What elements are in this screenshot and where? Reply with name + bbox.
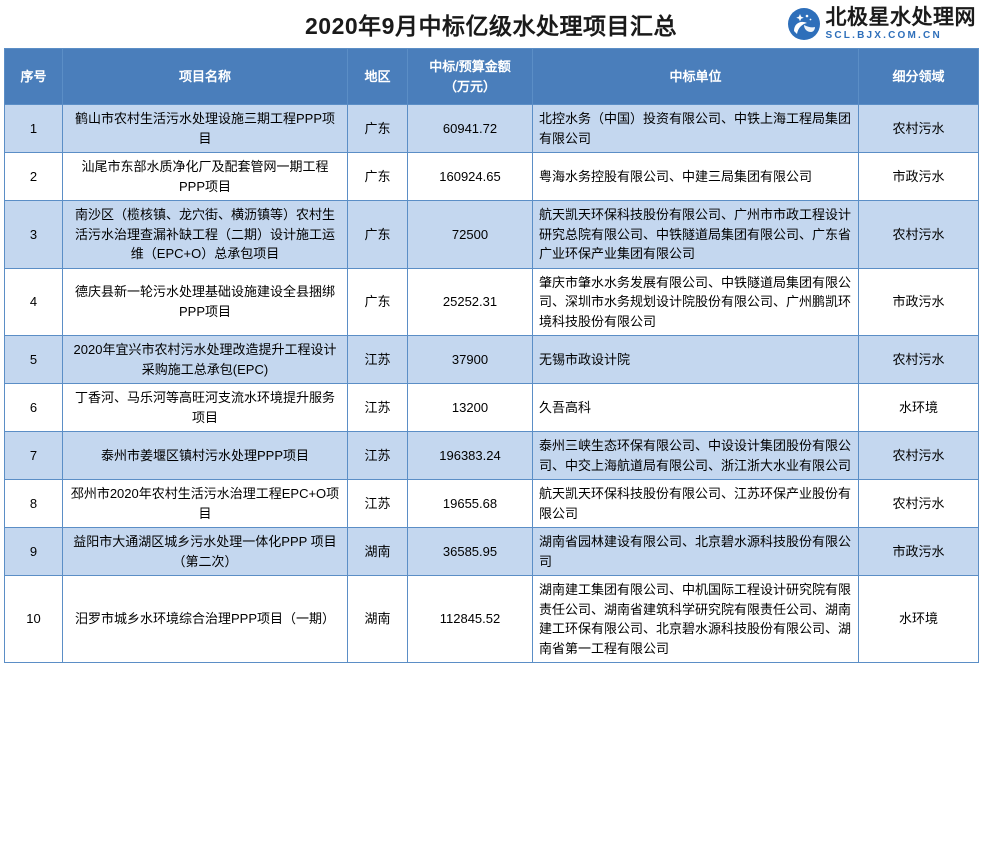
column-header-winner: 中标单位: [532, 48, 859, 105]
cell-field: 水环境: [858, 383, 979, 432]
column-header-amount: 中标/预算金额 （万元）: [407, 48, 533, 105]
cell-region: 江苏: [347, 335, 408, 384]
cell-field: 市政污水: [858, 267, 979, 336]
cell-region: 湖南: [347, 527, 408, 576]
cell-amount: 37900: [407, 335, 533, 384]
cell-field: 市政污水: [858, 527, 979, 576]
cell-project-name: 鹤山市农村生活污水处理设施三期工程PPP项目: [62, 104, 348, 153]
cell-index: 8: [4, 479, 63, 528]
cell-index: 10: [4, 575, 63, 663]
table-row: 5 2020年宜兴市农村污水处理改造提升工程设计采购施工总承包(EPC) 江苏 379…: [4, 335, 979, 384]
cell-field: 市政污水: [858, 152, 979, 201]
cell-winner: 湖南建工集团有限公司、中机国际工程设计研究院有限责任公司、湖南省建筑科学研究院有…: [532, 575, 859, 663]
cell-project-name: 益阳市大通湖区城乡污水处理一体化PPP 项目（第二次）: [62, 527, 348, 576]
cell-index: 5: [4, 335, 63, 384]
cell-project-name: 汨罗市城乡水环境综合治理PPP项目（一期）: [62, 575, 348, 663]
cell-amount: 36585.95: [407, 527, 533, 576]
cell-winner: 北控水务（中国）投资有限公司、中铁上海工程局集团有限公司: [532, 104, 859, 153]
cell-field: 农村污水: [858, 104, 979, 153]
projects-table: 序号 项目名称 地区 中标/预算金额 （万元） 中标单位 细分领域 1 鹤山市农村…: [4, 48, 979, 663]
table-row: 10 汨罗市城乡水环境综合治理PPP项目（一期） 湖南 112845.52 湖南建工集团…: [4, 575, 979, 663]
column-header-name: 项目名称: [62, 48, 348, 105]
site-logo[interactable]: 北极星水处理网 SCL.BJX.COM.CN: [787, 4, 977, 44]
cell-region: 广东: [347, 104, 408, 153]
cell-field: 农村污水: [858, 335, 979, 384]
page-header: 2020年9月中标亿级水处理项目汇总 北极星水处理网 SCL.BJX.COM.C…: [0, 0, 982, 48]
cell-winner: 肇庆市肇水水务发展有限公司、中铁隧道局集团有限公司、深圳市水务规划设计院股份有限…: [532, 267, 859, 336]
column-header-region: 地区: [347, 48, 408, 105]
cell-amount: 60941.72: [407, 104, 533, 153]
cell-project-name: 2020年宜兴市农村污水处理改造提升工程设计采购施工总承包(EPC): [62, 335, 348, 384]
cell-region: 广东: [347, 152, 408, 201]
cell-project-name: 邳州市2020年农村生活污水治理工程EPC+O项目: [62, 479, 348, 528]
table-body: 1 鹤山市农村生活污水处理设施三期工程PPP项目 广东 60941.72 北控水务（中国…: [4, 104, 979, 663]
cell-winner: 航天凯天环保科技股份有限公司、江苏环保产业股份有限公司: [532, 479, 859, 528]
cell-project-name: 泰州市姜堰区镇村污水处理PPP项目: [62, 431, 348, 480]
cell-amount: 19655.68: [407, 479, 533, 528]
cell-project-name: 汕尾市东部水质净化厂及配套管网一期工程PPP项目: [62, 152, 348, 201]
column-header-amount-line1: 中标/预算金额: [429, 59, 511, 74]
cell-region: 广东: [347, 267, 408, 336]
brand-name: 北极星水处理网: [825, 6, 976, 29]
cell-winner: 久吾高科: [532, 383, 859, 432]
cell-field: 农村污水: [858, 479, 979, 528]
table-row: 6 丁香河、马乐河等高旺河支流水环境提升服务项目 江苏 13200 久吾高科 水环境: [4, 383, 979, 432]
cell-index: 4: [4, 267, 63, 336]
table-header-row: 序号 项目名称 地区 中标/预算金额 （万元） 中标单位 细分领域: [4, 48, 979, 105]
page-title: 2020年9月中标亿级水处理项目汇总: [305, 13, 677, 39]
cell-winner: 湖南省园林建设有限公司、北京碧水源科技股份有限公司: [532, 527, 859, 576]
brand-text: 北极星水处理网 SCL.BJX.COM.CN: [826, 7, 977, 41]
cell-index: 9: [4, 527, 63, 576]
cell-field: 农村污水: [858, 431, 979, 480]
column-header-field: 细分领域: [858, 48, 979, 105]
cell-amount: 112845.52: [407, 575, 533, 663]
table-row: 7 泰州市姜堰区镇村污水处理PPP项目 江苏 196383.24 泰州三峡生态环保有限公…: [4, 431, 979, 480]
cell-amount: 72500: [407, 200, 533, 269]
cell-project-name: 丁香河、马乐河等高旺河支流水环境提升服务项目: [62, 383, 348, 432]
table-row: 3 南沙区（榄核镇、龙穴街、横沥镇等）农村生活污水治理查漏补缺工程（二期）设计施工…: [4, 200, 979, 269]
cell-field: 农村污水: [858, 200, 979, 269]
table-row: 2 汕尾市东部水质净化厂及配套管网一期工程PPP项目 广东 160924.65 粤海水务…: [4, 152, 979, 201]
cell-index: 1: [4, 104, 63, 153]
cell-index: 2: [4, 152, 63, 201]
cell-region: 江苏: [347, 431, 408, 480]
cell-winner: 泰州三峡生态环保有限公司、中设设计集团股份有限公司、中交上海航道局有限公司、浙江…: [532, 431, 859, 480]
cell-amount: 13200: [407, 383, 533, 432]
table-row: 9 益阳市大通湖区城乡污水处理一体化PPP 项目（第二次） 湖南 36585.95 湖南…: [4, 527, 979, 576]
table-row: 4 德庆县新一轮污水处理基础设施建设全县捆绑PPP项目 广东 25252.31 肇庆市肇…: [4, 267, 979, 336]
cell-region: 湖南: [347, 575, 408, 663]
cell-project-name: 南沙区（榄核镇、龙穴街、横沥镇等）农村生活污水治理查漏补缺工程（二期）设计施工运…: [62, 200, 348, 269]
cell-winner: 无锡市政设计院: [532, 335, 859, 384]
column-header-index: 序号: [4, 48, 63, 105]
cell-field: 水环境: [858, 575, 979, 663]
brand-url: SCL.BJX.COM.CN: [825, 30, 942, 41]
table-container: 序号 项目名称 地区 中标/预算金额 （万元） 中标单位 细分领域 1 鹤山市农村…: [0, 48, 982, 663]
cell-index: 7: [4, 431, 63, 480]
cell-amount: 25252.31: [407, 267, 533, 336]
polar-star-water-logo-icon: [787, 7, 821, 41]
cell-index: 3: [4, 200, 63, 269]
cell-region: 江苏: [347, 479, 408, 528]
cell-region: 江苏: [347, 383, 408, 432]
cell-index: 6: [4, 383, 63, 432]
table-head: 序号 项目名称 地区 中标/预算金额 （万元） 中标单位 细分领域: [4, 48, 979, 105]
cell-project-name: 德庆县新一轮污水处理基础设施建设全县捆绑PPP项目: [62, 267, 348, 336]
cell-amount: 196383.24: [407, 431, 533, 480]
cell-amount: 160924.65: [407, 152, 533, 201]
table-row: 1 鹤山市农村生活污水处理设施三期工程PPP项目 广东 60941.72 北控水务（中国…: [4, 104, 979, 153]
cell-winner: 粤海水务控股有限公司、中建三局集团有限公司: [532, 152, 859, 201]
column-header-amount-line2: （万元）: [443, 78, 496, 94]
cell-winner: 航天凯天环保科技股份有限公司、广州市市政工程设计研究总院有限公司、中铁隧道局集团…: [532, 200, 859, 269]
table-row: 8 邳州市2020年农村生活污水治理工程EPC+O项目 江苏 19655.68 航天凯天…: [4, 479, 979, 528]
cell-region: 广东: [347, 200, 408, 269]
